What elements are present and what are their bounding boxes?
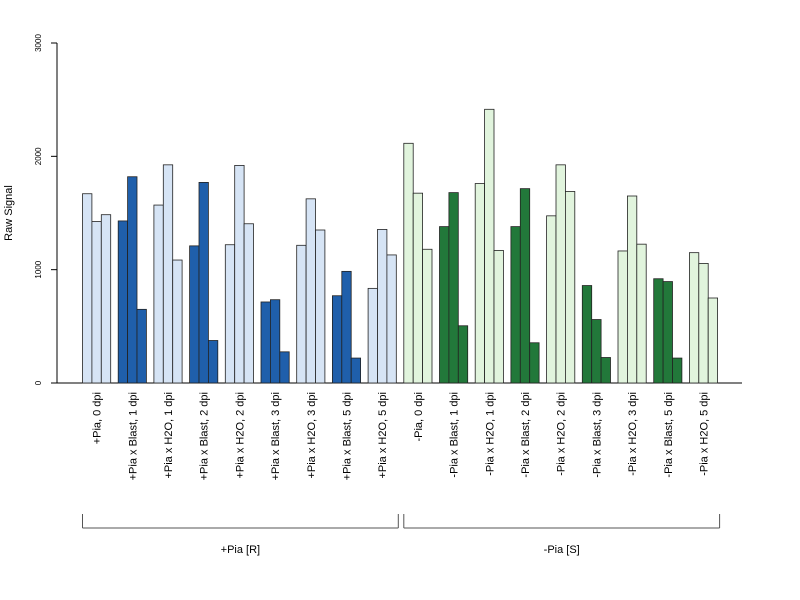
y-tick-label: 0 [34,380,43,385]
category-label: +Pia x Blast, 3 dpi [270,392,282,480]
category-label: +Pia x H2O, 3 dpi [306,392,318,479]
category-label: -Pia x Blast, 5 dpi [663,392,675,478]
category-label: +Pia x Blast, 2 dpi [199,392,211,480]
bar [448,192,459,384]
bar [636,243,647,384]
bar [269,299,281,384]
category-label: -Pia x Blast, 3 dpi [591,392,603,478]
y-ticks: 0 1000 2000 3000 [34,34,57,385]
bar [377,229,388,384]
bar [493,249,504,384]
bar [341,270,352,384]
bar [474,183,486,384]
bar [617,250,628,384]
category-label: +Pia x Blast, 1 dpi [127,392,139,480]
category-label: -Pia, 0 dpi [413,392,425,442]
bar [189,245,200,384]
bar [350,357,362,384]
category-label: -Pia x Blast, 1 dpi [449,392,461,478]
category-label: -Pia x H2O, 3 dpi [627,392,639,476]
bar [662,281,673,384]
bar [91,221,102,384]
category-label: +Pia x H2O, 1 dpi [163,392,175,479]
bar [127,176,138,384]
bar [600,357,611,384]
bar [581,285,593,384]
bar [555,164,566,384]
category-label: +Pia x Blast, 5 dpi [342,392,354,480]
bar [546,215,557,384]
bar [82,193,93,384]
bar [439,226,450,384]
category-label: -Pia x Blast, 2 dpi [520,392,532,478]
bar [136,308,147,384]
bar [243,223,254,384]
bar [412,192,424,384]
bar [457,325,469,384]
y-tick-label: 2000 [34,147,43,165]
bar [484,108,495,384]
group-bracket-label: -Pia [S] [544,544,580,556]
category-label: -Pia x H2O, 5 dpi [699,392,711,476]
bar [627,195,638,384]
bar [100,214,112,384]
y-tick-label: 3000 [34,34,43,52]
category-label: +Pia x H2O, 5 dpi [377,392,389,479]
bar [591,319,602,384]
bar [689,252,700,384]
bar [672,357,683,384]
category-label: -Pia x H2O, 2 dpi [556,392,568,476]
bar [529,342,540,384]
category-label: +Pia x H2O, 2 dpi [234,392,246,479]
bar [403,142,414,384]
bar [153,204,164,384]
y-axis-label: Raw Signal [3,185,15,241]
bars [82,108,719,384]
y-tick-label: 1000 [34,260,43,278]
bar [305,198,316,384]
bar [162,164,174,384]
bar [565,191,576,384]
bar [519,188,531,384]
bar [117,220,128,384]
bar [198,181,209,384]
bar [422,248,433,384]
bar [260,301,271,384]
bar [315,229,326,384]
bar [234,164,245,384]
bar [224,244,236,384]
bar [698,263,709,384]
bar [207,340,219,384]
group-bracket-label: +Pia [R] [221,544,260,556]
bar [707,297,719,384]
bar [331,295,343,384]
category-label: -Pia x H2O, 1 dpi [484,392,496,476]
group-brackets: +Pia [R] -Pia [S] [82,514,721,556]
bar [653,278,664,384]
bar [296,244,307,384]
category-labels: +Pia, 0 dpi +Pia x Blast, 1 dpi +Pia x H2O… [92,392,711,480]
bar [279,351,290,384]
bar [367,287,378,384]
category-label: +Pia, 0 dpi [92,392,104,444]
bar [386,254,397,384]
bar [172,259,183,384]
bar [510,226,521,384]
